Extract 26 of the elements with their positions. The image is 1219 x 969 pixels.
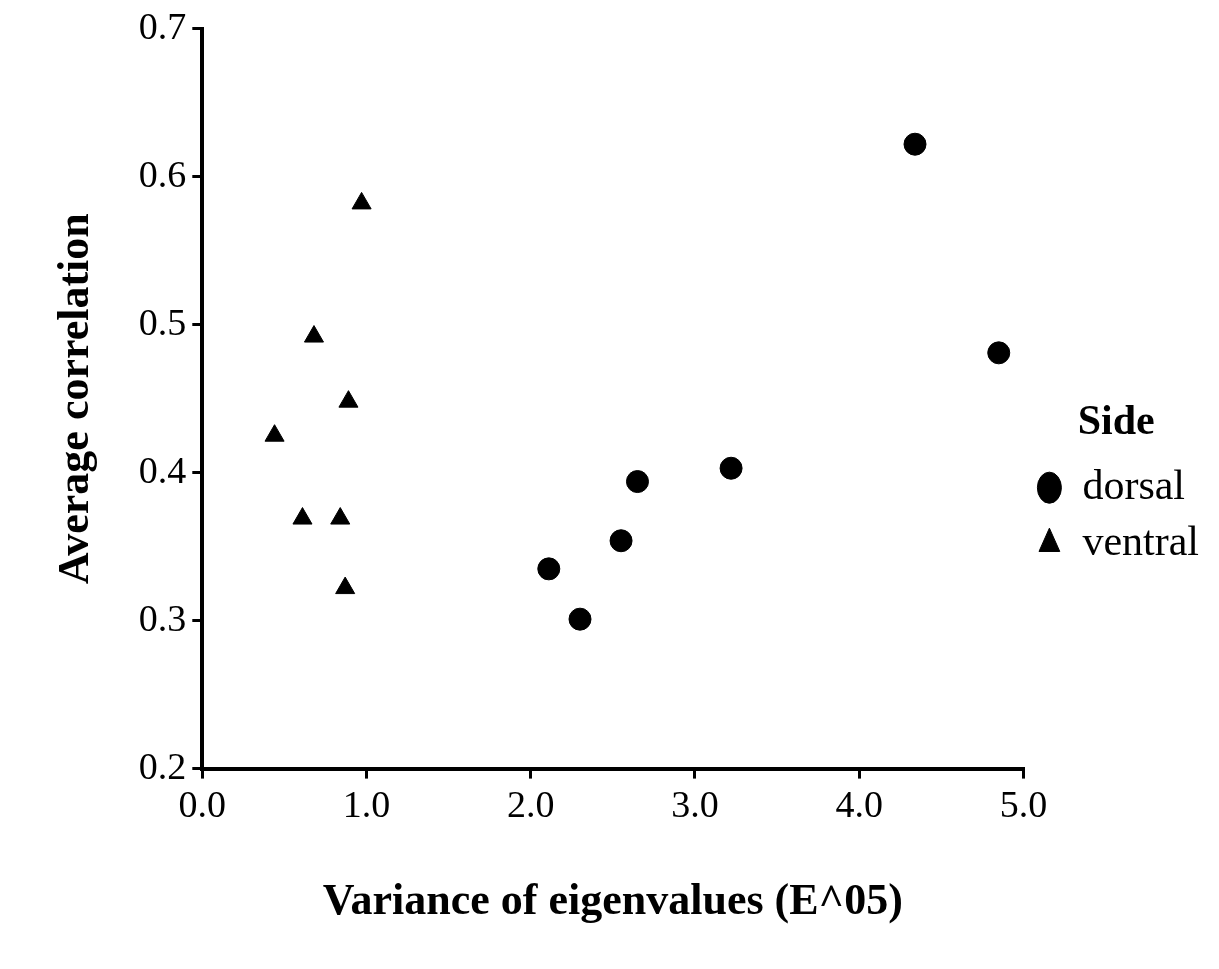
- x-tick-label: 1.0: [342, 783, 391, 826]
- legend-label: dorsal: [1082, 461, 1186, 508]
- point: [264, 424, 285, 442]
- point: [292, 507, 313, 525]
- y-tick-label: 0.7: [138, 4, 187, 47]
- point: [303, 325, 324, 343]
- legend-label: ventral: [1082, 517, 1199, 564]
- y-tick-label: 0.4: [138, 448, 187, 491]
- x-tick-label: 4.0: [835, 783, 883, 826]
- x-tick-label: 2.0: [506, 783, 555, 826]
- point: [625, 470, 649, 494]
- y-tick-label: 0.6: [138, 152, 187, 195]
- point: [568, 607, 592, 631]
- y-tick-label: 0.3: [138, 596, 187, 639]
- point: [609, 529, 633, 553]
- y-tick-label: 0.5: [138, 300, 187, 343]
- point: [537, 557, 561, 581]
- point: [719, 456, 743, 480]
- point: [330, 507, 351, 525]
- x-tick-label: 3.0: [671, 783, 719, 826]
- point: [338, 390, 359, 408]
- x-axis-title: Variance of eigenvalues (E^05): [322, 874, 903, 924]
- legend-title: Side: [1077, 397, 1155, 444]
- x-tick-label: 5.0: [999, 783, 1048, 826]
- point: [351, 191, 372, 210]
- y-axis-title: Average correlation: [48, 213, 98, 585]
